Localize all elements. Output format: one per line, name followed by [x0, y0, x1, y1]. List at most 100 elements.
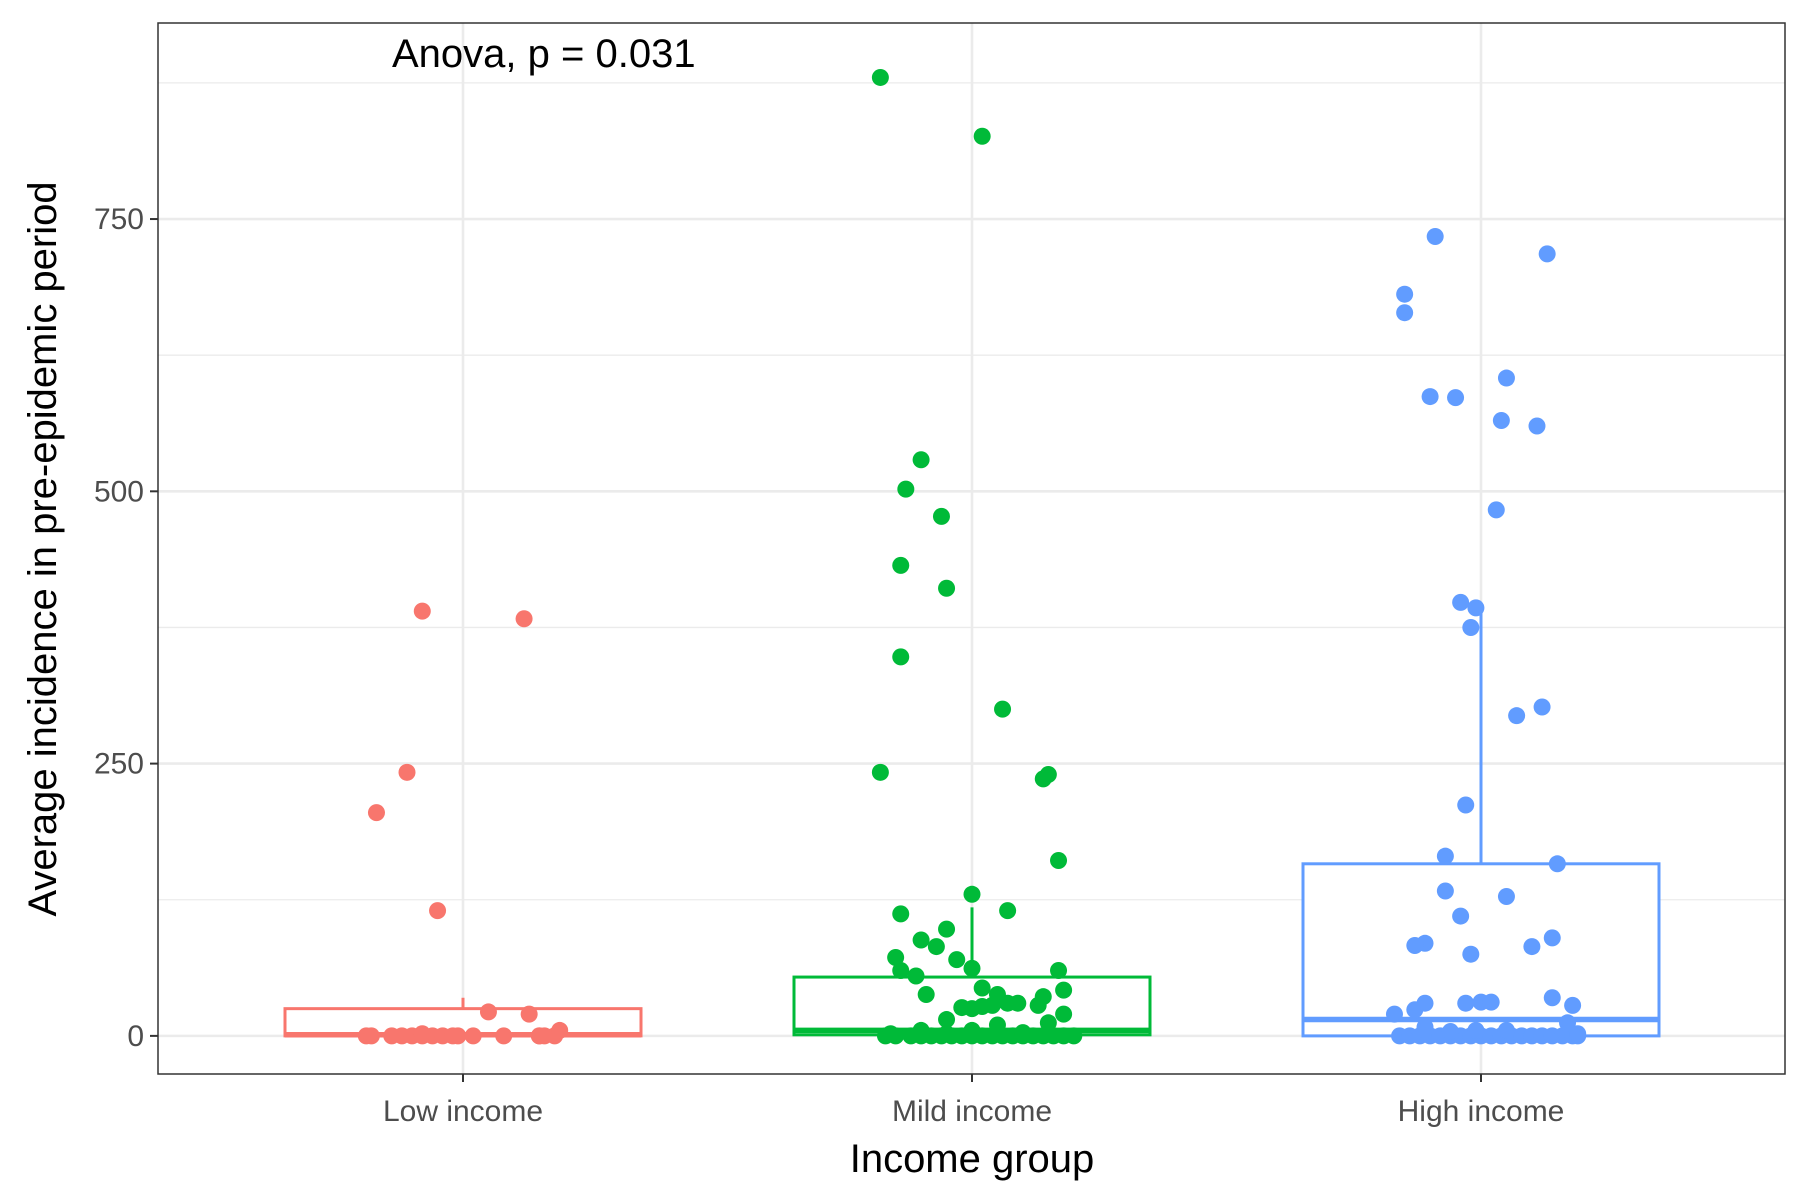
data-point [1457, 796, 1475, 814]
data-point [1050, 962, 1068, 980]
data-point [871, 68, 889, 86]
data-point [917, 985, 935, 1003]
data-point [963, 1021, 981, 1039]
points-high-income [1385, 227, 1587, 1045]
data-point [892, 905, 910, 923]
data-point [897, 480, 915, 498]
data-point [1065, 1027, 1083, 1045]
data-point [1034, 988, 1052, 1006]
data-point [429, 902, 447, 920]
data-point [1543, 989, 1561, 1007]
data-point [1457, 994, 1475, 1012]
plot-area: 0 250 500 750 Low income Mild income High inco… [94, 22, 1786, 1128]
data-point [932, 507, 950, 525]
data-point [1538, 245, 1556, 263]
data-point [999, 902, 1017, 920]
data-point [464, 1027, 482, 1045]
data-point [1497, 369, 1515, 387]
data-point [994, 700, 1012, 718]
data-point [1436, 882, 1454, 900]
x-tick-label: Low income [383, 1095, 543, 1128]
data-point [1492, 412, 1510, 430]
data-point [973, 127, 991, 145]
data-point [938, 1025, 956, 1043]
box-iqr [283, 1007, 643, 1038]
data-point [1385, 1005, 1403, 1023]
data-point [1487, 501, 1505, 519]
data-point [912, 451, 930, 469]
data-point [479, 1003, 497, 1021]
data-point [892, 962, 910, 980]
points-low-income [357, 602, 569, 1045]
data-point [1050, 852, 1068, 870]
data-point [963, 885, 981, 903]
data-point [1543, 929, 1561, 947]
data-point [1406, 936, 1424, 954]
data-point [1447, 389, 1465, 407]
data-point [1436, 847, 1454, 865]
data-point [1523, 938, 1541, 956]
data-point [1528, 417, 1546, 435]
y-tick-label: 0 [127, 1020, 144, 1053]
data-point [871, 763, 889, 781]
y-axis-title: Average incidence in pre-epidemic period [21, 181, 65, 916]
data-point [948, 951, 966, 969]
data-point [444, 1027, 462, 1045]
data-point [398, 763, 416, 781]
data-point [413, 602, 431, 620]
data-point [551, 1021, 569, 1039]
data-point [887, 948, 905, 966]
data-point [515, 610, 533, 628]
x-tick-label: High income [1398, 1095, 1565, 1128]
data-point [362, 1027, 380, 1045]
data-point [999, 994, 1017, 1012]
data-point [938, 1011, 956, 1029]
data-point [1533, 698, 1551, 716]
data-point [912, 931, 930, 949]
data-point [1441, 1023, 1459, 1041]
data-point [988, 1016, 1006, 1034]
data-point [1055, 1005, 1073, 1023]
data-point [1548, 855, 1566, 873]
y-tick-label: 750 [94, 203, 144, 236]
data-point [1508, 707, 1526, 725]
data-point [963, 959, 981, 977]
data-point [1416, 994, 1434, 1012]
data-point [1569, 1025, 1587, 1043]
data-point [1462, 618, 1480, 636]
data-point [1421, 388, 1439, 406]
y-tick-label: 500 [94, 475, 144, 508]
data-point [495, 1027, 513, 1045]
data-point [927, 938, 945, 956]
data-point [938, 920, 956, 938]
data-point [1467, 1021, 1485, 1039]
data-point [1564, 996, 1582, 1014]
data-point [1559, 1014, 1577, 1032]
data-point [1039, 1014, 1057, 1032]
data-point [1462, 945, 1480, 963]
data-point [1467, 599, 1485, 617]
data-point [907, 967, 925, 985]
anova-annotation: Anova, p = 0.031 [392, 32, 696, 76]
data-point [413, 1025, 431, 1043]
data-point [1014, 1024, 1032, 1042]
data-point [892, 648, 910, 666]
y-tick-label: 250 [94, 748, 144, 781]
data-point [892, 556, 910, 574]
data-point [1426, 227, 1444, 245]
data-point [1482, 993, 1500, 1011]
data-point [1452, 593, 1470, 611]
data-point [912, 1021, 930, 1039]
data-point [1055, 981, 1073, 999]
data-point [1396, 285, 1414, 303]
points-mild-income [871, 68, 1083, 1045]
data-point [983, 996, 1001, 1014]
data-point [367, 804, 385, 822]
data-point [1396, 304, 1414, 322]
data-point [1497, 1021, 1515, 1039]
data-point [520, 1005, 538, 1023]
data-point [1452, 907, 1470, 925]
x-axis-title: Income group [850, 1137, 1095, 1181]
data-point [938, 579, 956, 597]
